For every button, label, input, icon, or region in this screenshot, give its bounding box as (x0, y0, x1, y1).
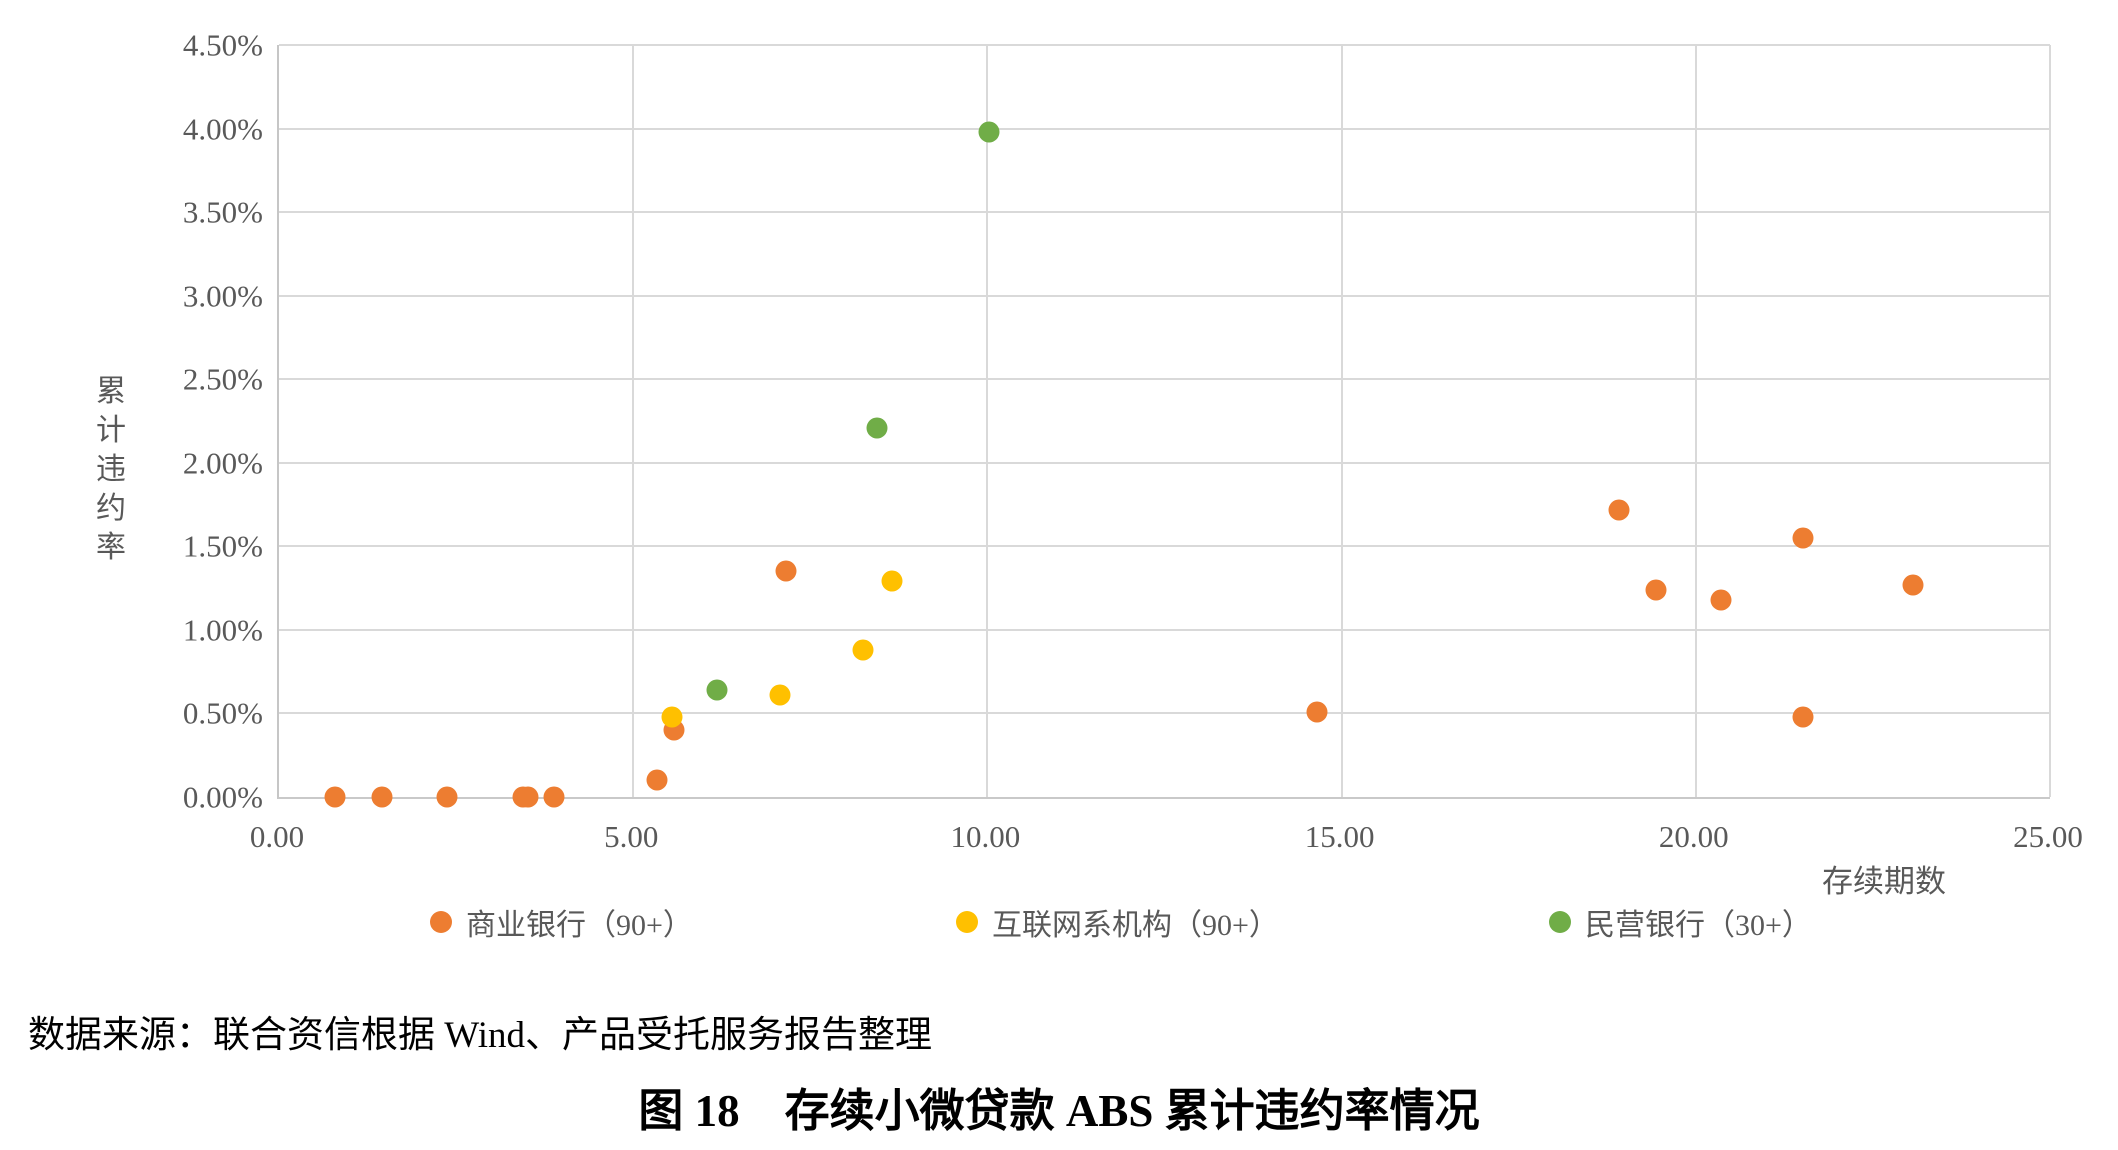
data-point (517, 786, 539, 808)
data-point (1902, 574, 1924, 596)
gridline-vertical (1694, 45, 1697, 797)
plot-area (277, 44, 2051, 808)
y-tick-label: 4.50% (182, 27, 263, 63)
y-tick-label: 1.00% (182, 612, 263, 648)
data-point (866, 417, 888, 439)
y-tick-label: 2.00% (182, 445, 263, 481)
x-tick-label: 5.00 (604, 819, 659, 854)
x-tick-label: 0.00 (249, 819, 305, 854)
gridline-horizontal (279, 44, 2050, 46)
data-point (775, 560, 797, 582)
legend-label: 商业银行（90+） (466, 909, 693, 942)
y-tick-label: 1.50% (182, 528, 263, 564)
data-point (769, 684, 791, 706)
data-point (371, 786, 393, 808)
gridline-horizontal (279, 294, 2050, 297)
gridline-vertical (986, 45, 989, 797)
figure-caption: 图 18 存续小微贷款 ABS 累计违约率情况 (638, 1086, 1480, 1136)
x-axis-title: 存续期数 (1822, 864, 1946, 899)
data-source-note: 数据来源：联合资信根据 Wind、产品受托服务报告整理 (28, 1015, 932, 1056)
y-tick-label: 3.50% (182, 194, 263, 230)
data-point (436, 786, 458, 808)
legend-item-internet-institutions: 互联网系机构（90+） (956, 900, 1279, 944)
gridline-horizontal (279, 211, 2050, 214)
y-tick-label: 0.50% (182, 695, 263, 731)
data-point (978, 121, 1000, 143)
data-point (1792, 706, 1814, 728)
legend-label: 互联网系机构（90+） (992, 909, 1279, 942)
gridline-horizontal (279, 628, 2050, 631)
data-point (1608, 499, 1630, 521)
gridline-horizontal (279, 712, 2050, 715)
data-point (661, 706, 683, 728)
legend-marker-icon (1549, 911, 1571, 933)
gridline-horizontal (279, 378, 2050, 381)
gridline-vertical (632, 45, 635, 797)
legend-marker-icon (956, 911, 978, 933)
gridline-vertical (2049, 45, 2051, 797)
x-tick-label: 10.00 (950, 819, 1021, 854)
gridline-horizontal (279, 461, 2050, 464)
legend-item-private-banks: 民营银行（30+） (1549, 900, 1812, 944)
y-axis-title: 累计违约率 (96, 375, 126, 564)
y-tick-label: 2.50% (182, 361, 263, 397)
data-point (543, 786, 565, 808)
data-point (324, 786, 346, 808)
y-tick-label: 0.00% (182, 779, 263, 815)
y-tick-label: 4.00% (182, 111, 263, 147)
chart-legend: 商业银行（90+） 互联网系机构（90+） 民营银行（30+） (0, 900, 2118, 946)
gridline-vertical (1340, 45, 1343, 797)
x-tick-label: 25.00 (2013, 819, 2083, 854)
data-point (1645, 579, 1667, 601)
data-point (852, 639, 874, 661)
data-point (1710, 589, 1732, 611)
gridline-horizontal (279, 545, 2050, 548)
gridline-horizontal (279, 127, 2050, 130)
y-tick-label: 3.00% (182, 278, 263, 314)
legend-item-commercial-banks: 商业银行（90+） (430, 900, 693, 944)
data-point (1792, 527, 1814, 549)
legend-label: 民营银行（30+） (1585, 909, 1812, 942)
y-axis-tick-labels: 0.00% 0.50% 1.00% 1.50% 2.00% 2.50% 3.00% 3.50%… (0, 30, 263, 813)
legend-marker-icon (430, 911, 452, 933)
data-point (646, 769, 668, 791)
data-point (881, 570, 903, 592)
data-point (706, 679, 728, 701)
x-tick-label: 15.00 (1304, 819, 1375, 854)
x-tick-label: 20.00 (1658, 819, 1729, 854)
data-point (1306, 701, 1328, 723)
x-axis-tick-labels: 0.00 5.00 10.00 15.00 20.00 25.00 (250, 819, 2083, 862)
